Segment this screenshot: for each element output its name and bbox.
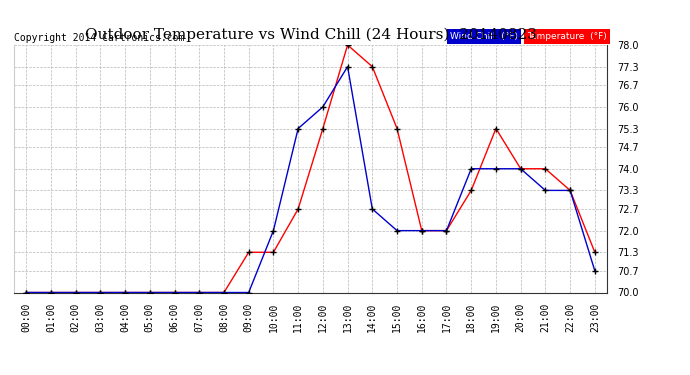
Text: Copyright 2014 Cartronics.com: Copyright 2014 Cartronics.com xyxy=(14,33,184,42)
Title: Outdoor Temperature vs Wind Chill (24 Hours)  20140823: Outdoor Temperature vs Wind Chill (24 Ho… xyxy=(85,28,536,42)
Text: Wind Chill  (°F): Wind Chill (°F) xyxy=(450,32,518,41)
Text: Temperature  (°F): Temperature (°F) xyxy=(527,32,607,41)
